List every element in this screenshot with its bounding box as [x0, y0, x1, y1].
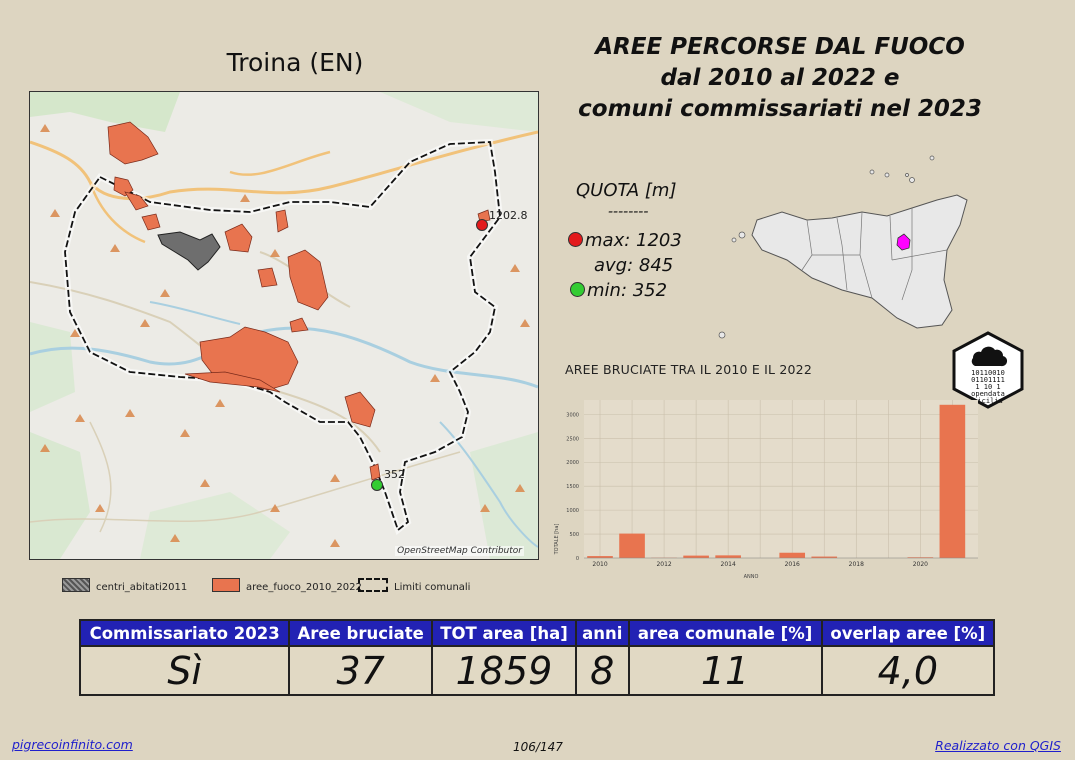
legend-abitati: centri_abitati2011 [62, 578, 187, 593]
quota-max: max: 1203 [568, 230, 682, 251]
header-tot-area: TOT area [ha] [431, 619, 577, 647]
main-title-line-3: comuni commissariati nel 2023 [578, 96, 982, 122]
legend-fuoco-label: aree_fuoco_2010_2022 [246, 582, 362, 593]
quota-avg-label: avg: 845 [594, 255, 674, 276]
bar-2016 [779, 552, 806, 558]
bar-2010 [587, 556, 613, 558]
value-overlap: 4,0 [820, 645, 996, 696]
value-area-comunale: 11 [627, 645, 823, 696]
bar-2020 [907, 557, 934, 558]
y-tick-label: 2000 [566, 460, 579, 466]
value-tot-area: 1859 [431, 645, 577, 696]
svg-text:10110010: 10110010 [971, 369, 1005, 377]
main-title: AREE PERCORSE DAL FUOCO dal 2010 al 2022… [560, 32, 1000, 125]
fuoco-swatch-icon [212, 578, 240, 592]
bar-2013 [683, 555, 709, 558]
x-tick-label: 2018 [849, 561, 864, 568]
stats-table: Commissariato 2023 Aree bruciate TOT are… [78, 619, 996, 696]
chart-title: AREE BRUCIATE TRA IL 2010 E IL 2022 [565, 362, 812, 377]
x-axis-label: ANNO [744, 574, 759, 580]
troina-highlight [896, 233, 911, 251]
troina-map[interactable]: 1202.8 352 OpenStreetMap Contributor [29, 91, 539, 560]
bar-2014 [715, 555, 741, 558]
quota-separator: -------- [608, 204, 649, 220]
main-title-line-2: dal 2010 al 2022 e [660, 65, 900, 91]
footer-qgis-link[interactable]: Realizzato con QGIS [935, 738, 1061, 753]
value-commissariato: Sì [78, 645, 291, 696]
quota-title: QUOTA [m] [576, 180, 677, 201]
legend-limiti: Limiti comunali [358, 578, 470, 593]
y-tick-label: 2500 [566, 436, 579, 442]
limiti-swatch-icon [358, 578, 388, 592]
svg-text:sicilia: sicilia [973, 397, 1003, 405]
svg-text:1 10 1: 1 10 1 [975, 383, 1000, 391]
header-aree-bruciate: Aree bruciate [288, 619, 434, 647]
stats-value-row: Sì 37 1859 8 11 4,0 [78, 645, 996, 696]
value-anni: 8 [574, 645, 630, 696]
header-area-comunale: area comunale [%] [627, 619, 823, 647]
peak-markers [40, 124, 530, 547]
max-dot-icon [568, 232, 583, 247]
header-anni: anni [574, 619, 630, 647]
header-overlap: overlap aree [%] [820, 619, 996, 647]
main-title-line-1: AREE PERCORSE DAL FUOCO [595, 34, 965, 60]
bar-2011 [619, 533, 645, 558]
y-tick-label: 1500 [566, 484, 579, 490]
sicily-inset-map [712, 150, 972, 345]
comune-title: Troina (EN) [226, 48, 364, 77]
y-tick-label: 1000 [566, 508, 579, 514]
header-commissariato: Commissariato 2023 [78, 619, 291, 647]
x-tick-label: 2016 [785, 561, 800, 568]
quota-max-label: max: 1203 [585, 230, 682, 251]
y-tick-label: 0 [576, 556, 579, 562]
map-canvas: 1202.8 352 [30, 92, 538, 559]
max-elevation-marker [476, 219, 488, 231]
min-elevation-marker [371, 479, 383, 491]
svg-text:opendata: opendata [971, 390, 1005, 398]
quota-min-label: min: 352 [587, 280, 668, 301]
value-aree-bruciate: 37 [288, 645, 434, 696]
bar-2021 [939, 404, 966, 558]
legend-abitati-label: centri_abitati2011 [96, 582, 188, 593]
min-dot-icon [570, 282, 585, 297]
abitati-swatch-icon [62, 578, 90, 592]
chart-plot-area [584, 400, 978, 558]
min-elevation-label: 352 [384, 468, 405, 481]
quota-min: min: 352 [570, 280, 667, 301]
footer-page-number: 106/147 [513, 740, 563, 754]
x-tick-label: 2020 [913, 561, 928, 568]
opendata-sicilia-logo: 10110010 01101111 1 10 1 opendata sicili… [950, 330, 1026, 410]
legend-limiti-label: Limiti comunali [394, 582, 471, 593]
y-tick-label: 3000 [566, 412, 579, 418]
svg-text:01101111: 01101111 [971, 376, 1005, 384]
max-elevation-label: 1202.8 [489, 209, 528, 222]
stats-header-row: Commissariato 2023 Aree bruciate TOT are… [78, 619, 996, 647]
legend-fuoco: aree_fuoco_2010_2022 [212, 578, 362, 593]
y-axis-label: TOTALE [ha] [554, 524, 560, 556]
x-tick-label: 2012 [656, 561, 671, 568]
footer-site-link[interactable]: pigrecoinfinito.com [12, 737, 133, 752]
bar-2017 [811, 556, 838, 558]
x-tick-label: 2010 [592, 561, 607, 568]
osm-credit: OpenStreetMap Contributor [395, 546, 524, 556]
y-tick-label: 500 [569, 532, 579, 538]
burned-area-chart: 0 500 1000 1500 2000 2500 3000 2010 2012 2014 2016… [548, 395, 980, 585]
x-tick-label: 2014 [721, 561, 736, 568]
